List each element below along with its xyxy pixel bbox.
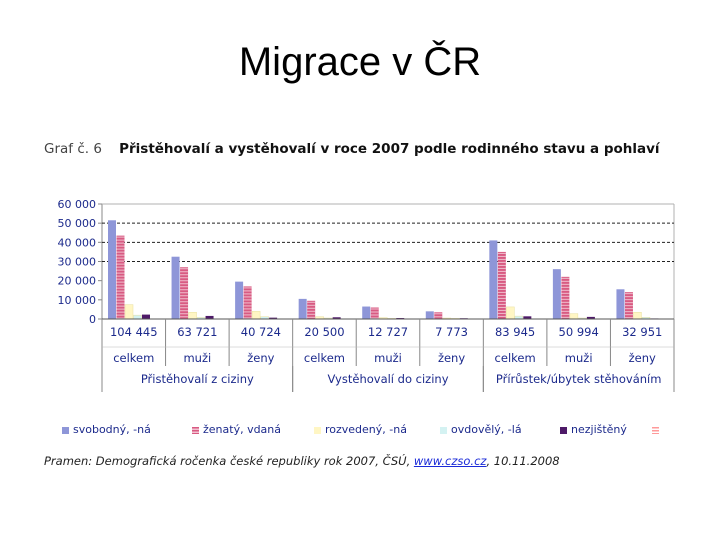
category-label: celkem bbox=[495, 351, 536, 365]
source-note: Pramen: Demografická ročenka české repub… bbox=[44, 454, 560, 468]
legend-item: ovdovělý, -lá bbox=[440, 423, 522, 436]
bar bbox=[124, 304, 134, 320]
bar bbox=[188, 312, 197, 320]
bar bbox=[307, 300, 316, 319]
legend-swatch bbox=[560, 426, 567, 434]
legend-item: ženatý, vdaná bbox=[192, 423, 281, 436]
category-label: celkem bbox=[304, 351, 345, 365]
bar bbox=[633, 312, 642, 320]
source-link[interactable]: www.czso.cz bbox=[413, 454, 487, 468]
total-label: 83 945 bbox=[495, 325, 535, 339]
legend-item: nezjištěný bbox=[560, 423, 627, 436]
chart-legend: svobodný, -ná ženatý, vdaná rozvedený, -ná… bbox=[62, 423, 692, 437]
legend-label: nezjištěný bbox=[571, 423, 627, 436]
category-label: ženy bbox=[438, 351, 465, 365]
group-label: Přírůstek/úbytek stěhováním bbox=[496, 372, 662, 386]
bar bbox=[425, 311, 434, 319]
bar bbox=[332, 317, 341, 319]
total-label: 7 773 bbox=[435, 325, 468, 339]
bar bbox=[552, 269, 561, 319]
legend-item: rozvedený, -ná bbox=[314, 423, 407, 436]
legend-label: rozvedený, -ná bbox=[325, 423, 407, 436]
bar bbox=[269, 317, 278, 319]
legend-label: ženatý, vdaná bbox=[203, 423, 282, 436]
bar bbox=[489, 240, 498, 319]
bar bbox=[142, 314, 150, 319]
legend-label: ovdovělý, -lá bbox=[451, 423, 522, 436]
category-label: ženy bbox=[247, 351, 274, 365]
bar bbox=[362, 306, 371, 319]
total-label: 104 445 bbox=[110, 325, 158, 339]
category-label: muži bbox=[565, 351, 593, 365]
bar bbox=[569, 313, 579, 320]
chart-number: Graf č. 6 bbox=[44, 141, 102, 157]
category-label: muži bbox=[374, 351, 402, 365]
chart-heading: Graf č. 6 Přistěhovalí a vystěhovalí v r… bbox=[44, 140, 672, 159]
legend-label: svobodný, -ná bbox=[73, 423, 151, 436]
category-label: ženy bbox=[629, 351, 656, 365]
category-label: celkem bbox=[113, 351, 154, 365]
total-label: 32 951 bbox=[622, 325, 662, 339]
bar bbox=[235, 281, 244, 319]
y-tick-label: 40 000 bbox=[58, 236, 97, 249]
source-prefix: Pramen: Demografická ročenka české repub… bbox=[44, 454, 411, 468]
bar bbox=[108, 220, 116, 319]
legend-item: svobodný, -ná bbox=[62, 423, 151, 436]
bar bbox=[116, 235, 125, 319]
legend-swatch bbox=[440, 426, 447, 434]
slide-title: Migrace v ČR bbox=[238, 40, 482, 84]
legend-swatch bbox=[192, 426, 199, 434]
bar bbox=[298, 298, 307, 319]
total-label: 63 721 bbox=[177, 325, 217, 339]
bar bbox=[497, 251, 506, 319]
total-label: 50 994 bbox=[559, 325, 599, 339]
legend-swatch bbox=[314, 426, 321, 434]
bar bbox=[616, 289, 625, 319]
bar bbox=[370, 307, 379, 319]
bar bbox=[133, 314, 142, 320]
bar bbox=[506, 306, 515, 320]
y-tick-label: 10 000 bbox=[58, 294, 97, 307]
bar bbox=[434, 312, 443, 319]
bar bbox=[586, 316, 595, 319]
y-tick-label: 30 000 bbox=[58, 256, 97, 269]
y-tick-label: 50 000 bbox=[58, 217, 97, 230]
total-label: 12 727 bbox=[368, 325, 408, 339]
y-tick-label: 20 000 bbox=[58, 275, 97, 288]
bar bbox=[561, 276, 570, 319]
bar bbox=[523, 316, 532, 319]
category-label: muži bbox=[183, 351, 211, 365]
legend-item bbox=[652, 423, 663, 436]
source-date: , 10.11.2008 bbox=[486, 454, 560, 468]
y-tick-label: 60 000 bbox=[58, 198, 97, 211]
bar bbox=[171, 256, 180, 319]
group-label: Přistěhovalí z ciziny bbox=[141, 372, 254, 386]
bar bbox=[251, 311, 261, 320]
legend-swatch bbox=[652, 426, 659, 434]
y-tick-label: 0 bbox=[89, 313, 96, 326]
legend-swatch bbox=[62, 426, 69, 434]
bar bbox=[205, 315, 214, 319]
total-label: 20 500 bbox=[304, 325, 344, 339]
chart-title: Přistěhovalí a vystěhovalí v roce 2007 p… bbox=[119, 141, 660, 157]
total-label: 40 724 bbox=[241, 325, 281, 339]
group-label: Vystěhovalí do ciziny bbox=[328, 372, 449, 386]
